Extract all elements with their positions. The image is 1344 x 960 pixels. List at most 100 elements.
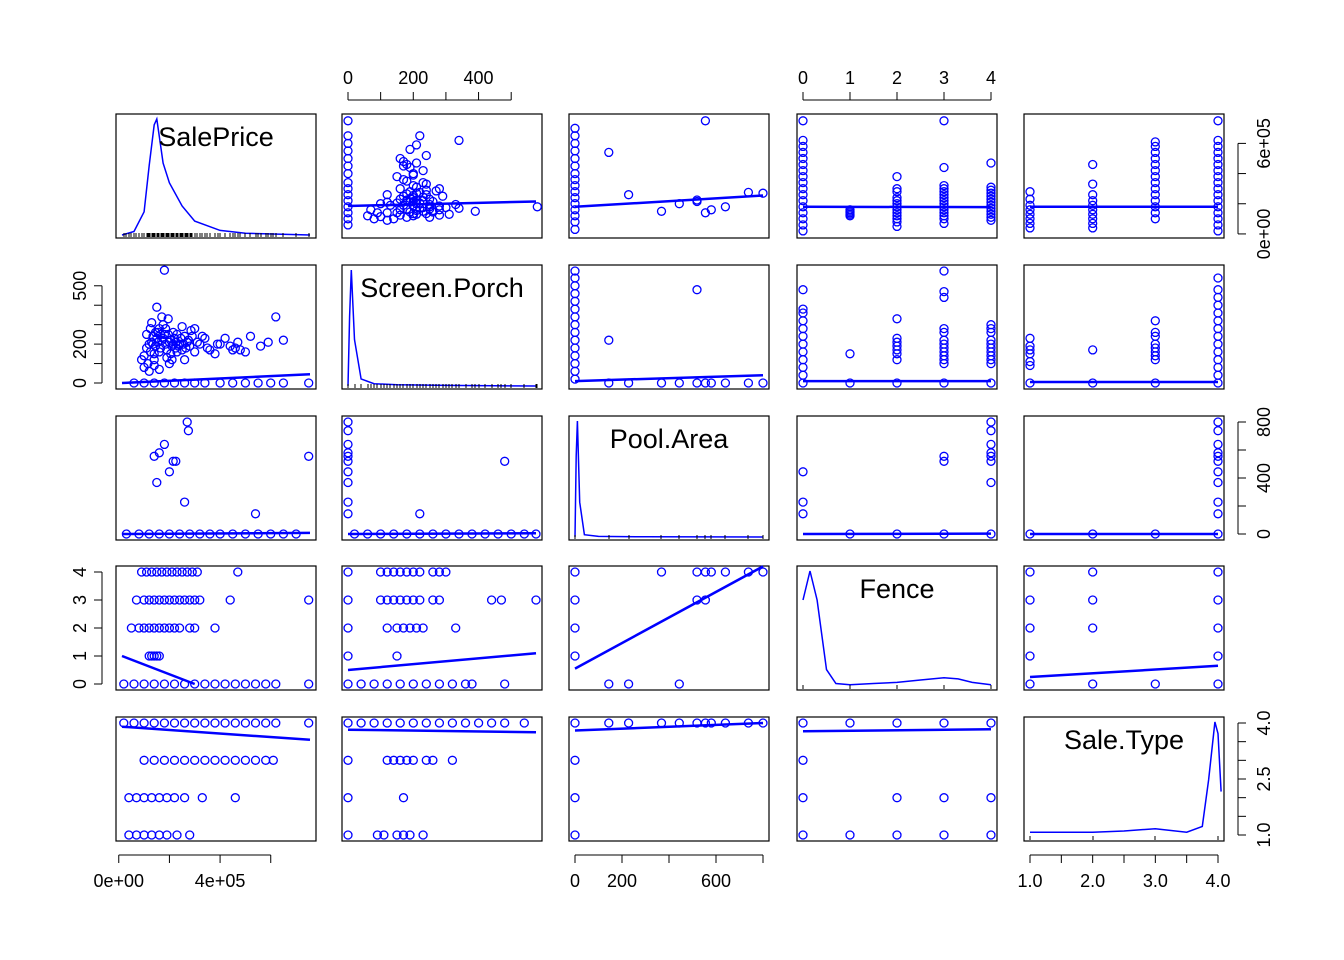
data-point: [986, 426, 996, 436]
regression-line: [574, 721, 764, 732]
data-point: [168, 456, 178, 466]
data-point: [1025, 567, 1035, 577]
data-point: [1150, 153, 1160, 164]
data-point: [343, 116, 353, 126]
data-point: [225, 595, 235, 605]
data-point: [500, 456, 510, 466]
data-point: [190, 679, 200, 689]
data-point: [532, 202, 542, 212]
data-point: [570, 273, 580, 283]
variable-label: Fence: [859, 574, 934, 604]
data-point: [473, 718, 484, 728]
data-point: [271, 718, 281, 728]
data-point: [210, 718, 220, 728]
tick-label: 4: [70, 567, 90, 577]
data-point: [169, 755, 180, 765]
data-point: [179, 497, 190, 507]
data-point: [986, 188, 996, 198]
data-point: [986, 320, 996, 330]
data-point: [939, 323, 949, 334]
regression-line: [347, 728, 537, 734]
data-point: [1025, 223, 1035, 233]
data-point: [570, 217, 580, 227]
tick-label: 200: [607, 871, 637, 891]
data-point: [343, 679, 353, 689]
data-point: [343, 131, 353, 141]
data-point: [986, 793, 996, 803]
data-point: [798, 141, 808, 152]
data-point: [139, 755, 149, 765]
data-point: [434, 184, 445, 194]
data-point: [343, 793, 353, 803]
data-point: [392, 623, 402, 633]
data-point: [570, 187, 580, 197]
data-point: [1213, 497, 1223, 507]
variable-label: Pool.Area: [610, 424, 730, 454]
data-point: [1213, 147, 1223, 158]
data-point: [230, 718, 240, 728]
panel-frame: [115, 565, 317, 691]
data-point: [1150, 196, 1160, 206]
data-point: [152, 302, 162, 312]
data-point: [1150, 177, 1160, 188]
data-point: [519, 718, 529, 728]
data-point: [486, 595, 497, 605]
data-point: [798, 509, 808, 519]
data-point: [382, 623, 392, 633]
data-point: [240, 718, 251, 728]
data-point: [798, 116, 808, 126]
data-point: [1150, 147, 1160, 158]
data-point: [1213, 651, 1223, 661]
data-point: [467, 679, 477, 689]
data-point: [1213, 316, 1223, 326]
data-point: [570, 180, 580, 191]
data-point: [1088, 679, 1098, 689]
data-point: [1213, 331, 1223, 341]
data-point: [570, 595, 580, 605]
data-point: [1025, 595, 1035, 605]
data-point: [1025, 209, 1035, 219]
data-point: [656, 567, 667, 577]
data-point: [706, 378, 716, 388]
data-point: [758, 378, 768, 388]
data-point: [1088, 200, 1098, 210]
data-point: [153, 327, 163, 338]
data-point: [159, 378, 170, 388]
data-point: [892, 187, 902, 197]
data-point: [343, 718, 353, 728]
data-point: [798, 184, 808, 194]
data-point: [160, 323, 171, 334]
data-point: [939, 793, 949, 803]
tick-label: 2: [892, 68, 902, 88]
data-point: [411, 140, 422, 150]
data-point: [570, 358, 580, 369]
data-point: [939, 718, 949, 728]
data-point: [939, 208, 949, 218]
data-point: [343, 208, 353, 218]
tick-label: 0: [70, 378, 90, 388]
data-point: [892, 193, 902, 203]
data-point: [134, 623, 144, 633]
data-point: [692, 567, 702, 577]
data-point: [405, 623, 415, 633]
data-point: [845, 378, 855, 388]
data-point: [190, 718, 200, 728]
data-point: [210, 755, 220, 765]
data-point: [798, 153, 808, 164]
data-point: [139, 830, 149, 840]
data-point: [939, 339, 949, 349]
data-point: [356, 679, 366, 689]
data-point: [182, 567, 192, 577]
data-point: [210, 623, 220, 633]
data-point: [179, 595, 190, 605]
data-point: [169, 679, 180, 689]
tick-label: 0e+00: [93, 871, 144, 891]
data-point: [240, 378, 251, 388]
tick-label: 0: [798, 68, 808, 88]
tick-label: 3: [70, 595, 90, 605]
data-point: [395, 755, 405, 765]
data-point: [139, 718, 149, 728]
data-point: [253, 378, 263, 388]
data-point: [1213, 292, 1223, 303]
data-point: [1213, 323, 1223, 334]
